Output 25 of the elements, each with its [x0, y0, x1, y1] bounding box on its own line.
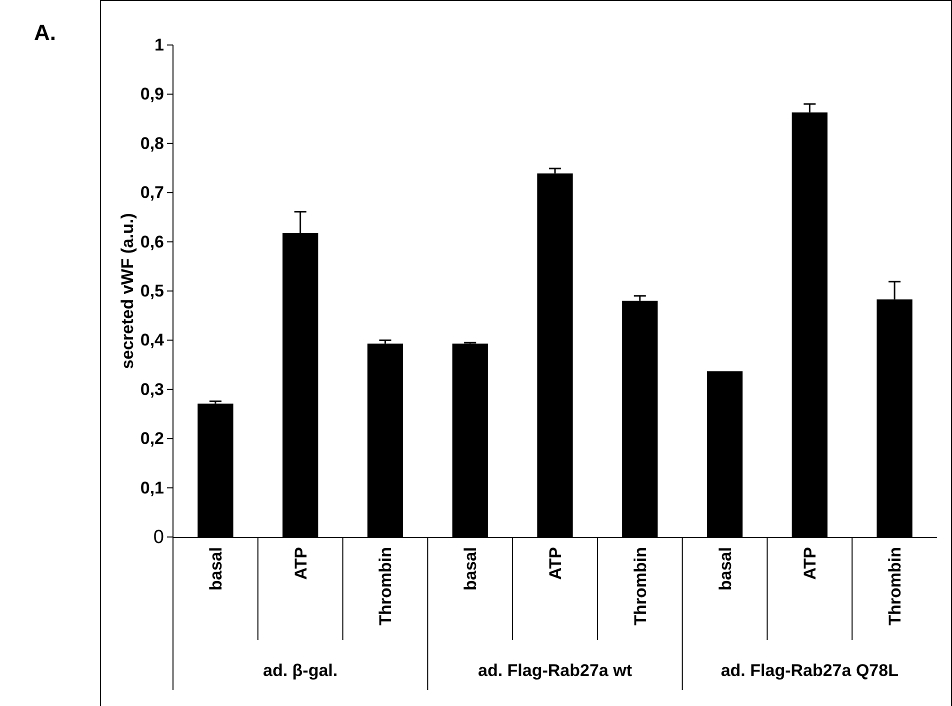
y-tick-label: 0 [153, 527, 164, 548]
x-tick-label: basal [461, 547, 480, 590]
y-tick-label: 0,2 [140, 429, 164, 448]
x-tick-label: ATP [800, 547, 820, 580]
x-tick-label: Thrombin [376, 547, 396, 626]
y-tick-label: 0,4 [140, 330, 165, 350]
y-tick-label: 1 [154, 35, 164, 54]
text: ad. Flag-Rab27a Q78L [720, 661, 898, 680]
y-tick-label: 0,3 [140, 380, 164, 399]
text: ad. Flag-Rab27a wt [478, 661, 632, 680]
y-tick-label: 0,8 [140, 134, 164, 153]
x-tick-label: ATP [291, 547, 310, 580]
y-tick-label: 0,1 [140, 478, 164, 498]
y-tick-label: 0,5 [140, 281, 164, 300]
y-tick-label: 0,9 [140, 84, 164, 104]
x-tick-label: Thrombin [630, 547, 650, 626]
text: ad. β-gal. [263, 661, 338, 680]
x-tick-label: basal [206, 547, 226, 590]
y-axis-title: secreted vWF (a.u.) [118, 213, 137, 369]
x-tick-label: ATP [546, 547, 565, 580]
x-tick-label: basal [716, 547, 735, 590]
y-tick-label: 0,7 [140, 183, 164, 202]
x-tick-label: Thrombin [886, 547, 905, 626]
text: A. [34, 20, 56, 45]
y-tick-label: 0,6 [140, 232, 164, 252]
